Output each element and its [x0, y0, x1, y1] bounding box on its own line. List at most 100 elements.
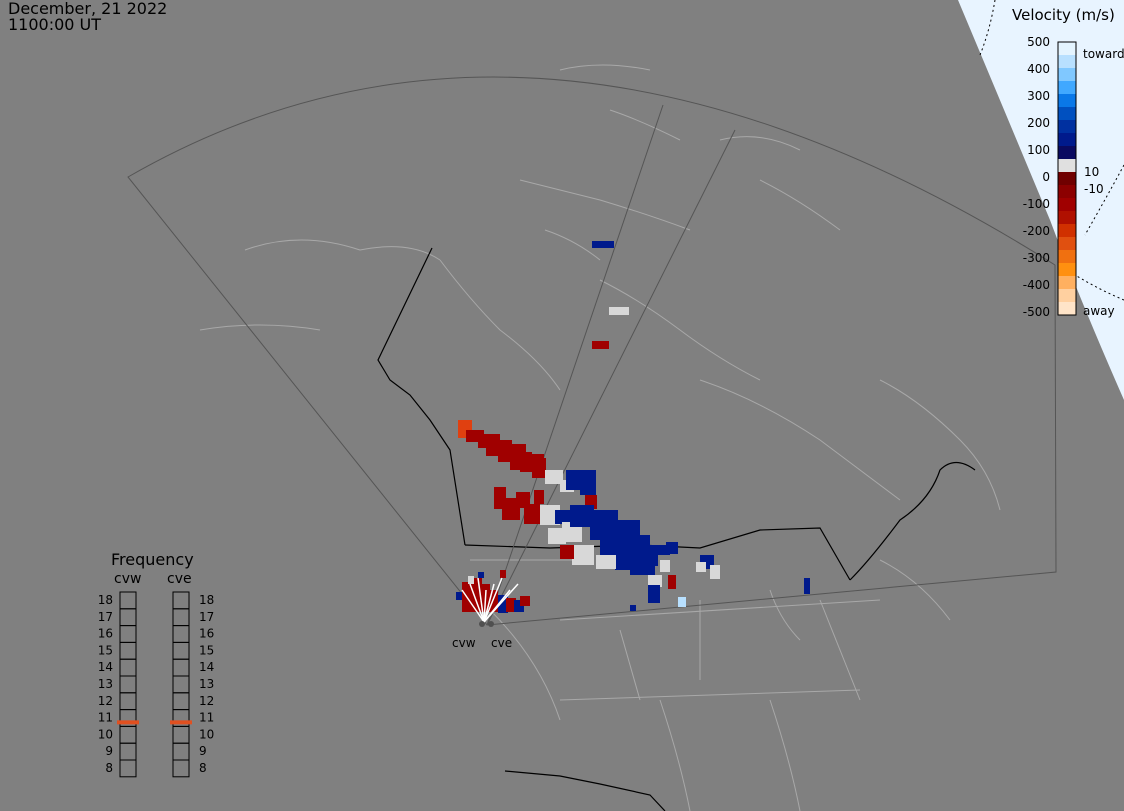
- velocity-swatch: [1058, 198, 1076, 212]
- scatter-cell: [548, 528, 566, 544]
- velocity-swatch: [1058, 250, 1076, 264]
- velocity-swatch: [1058, 276, 1076, 290]
- scatter-streak: [483, 583, 495, 623]
- scatter-cell: [596, 555, 616, 569]
- frequency-tick-right: 17: [199, 610, 214, 624]
- velocity-toward-label: toward: [1083, 47, 1124, 61]
- scatter-cell: [580, 485, 596, 495]
- radar-site-cve: [488, 621, 494, 627]
- velocity-swatch: [1058, 68, 1076, 82]
- frequency-tick-left: 15: [98, 643, 113, 657]
- scatter-cell: [520, 596, 530, 606]
- frequency-marker: [170, 720, 192, 725]
- scatter-cell: [804, 578, 810, 594]
- scatter-cell: [572, 545, 594, 565]
- velocity-tick-label: -300: [1023, 251, 1050, 265]
- frequency-panel: Frequency cvw cve 18 18 17 17 16 16 15 15 14 14 13…: [98, 550, 214, 778]
- scatter-cell: [570, 505, 594, 527]
- frequency-cell: [172, 675, 190, 694]
- frequency-tick-right: 12: [199, 694, 214, 708]
- frequency-cell: [172, 725, 190, 744]
- daylight-region: [958, 0, 1124, 400]
- frequency-cell: [119, 692, 137, 711]
- velocity-swatch: [1058, 211, 1076, 225]
- frequency-cell: [119, 625, 137, 643]
- velocity-tick-label: 400: [1027, 62, 1050, 76]
- frequency-tick-left: 11: [98, 711, 113, 725]
- radar-site-cvw: [479, 621, 485, 627]
- frequency-cell: [172, 742, 190, 761]
- scatter-cell: [490, 590, 498, 612]
- frequency-cell: [119, 759, 137, 778]
- scatter-cell: [630, 605, 636, 611]
- scatter-cell: [456, 592, 462, 600]
- scatter-cell: [524, 504, 540, 524]
- frequency-tick-left: 10: [98, 727, 113, 741]
- scatter-cell: [696, 562, 706, 572]
- frequency-tick-left: 17: [98, 610, 113, 624]
- velocity-tick-label: -400: [1023, 278, 1050, 292]
- frequency-tick-left: 8: [105, 761, 113, 775]
- scatter-streak: [483, 583, 519, 623]
- frequency-tick-right: 11: [199, 711, 214, 725]
- frequency-cell: [119, 675, 137, 694]
- frequency-cell: [119, 725, 137, 744]
- scatter-cell: [560, 545, 574, 559]
- scatter-cell: [532, 458, 546, 478]
- velocity-tick-label: -100: [1023, 197, 1050, 211]
- scatter-cell: [506, 598, 516, 612]
- coastlines: [199, 64, 1001, 811]
- terminator-dotted-2: [1084, 164, 1124, 236]
- velocity-swatch: [1058, 42, 1076, 56]
- frequency-tick-right: 10: [199, 727, 214, 741]
- scatter-cell: [498, 595, 508, 613]
- time-label: 1100:00 UT: [8, 15, 102, 34]
- frequency-radar-cve: cve: [167, 571, 192, 587]
- velocity-tick-label: -500: [1023, 305, 1050, 319]
- frequency-cell: [119, 608, 137, 627]
- field-of-view: [127, 76, 1057, 626]
- velocity-swatch: [1058, 263, 1076, 277]
- velocity-swatch: [1058, 185, 1076, 199]
- frequency-tick-left: 16: [98, 627, 113, 641]
- velocity-swatches: [1058, 42, 1076, 316]
- terminator-dotted-3: [1074, 274, 1124, 301]
- scatter-cell: [502, 498, 520, 520]
- scatter-cell: [472, 578, 482, 612]
- frequency-cell: [172, 608, 190, 627]
- velocity-tick-label: 500: [1027, 35, 1050, 49]
- velocity-tick-label: 0: [1042, 170, 1050, 184]
- scatter-cell: [648, 585, 660, 603]
- scatter-cell: [534, 490, 544, 504]
- scatter-cells: [456, 241, 810, 623]
- frequency-cell: [119, 742, 137, 761]
- velocity-swatch: [1058, 159, 1076, 173]
- frequency-marker: [117, 720, 139, 725]
- scatter-cell: [478, 572, 484, 578]
- frequency-cell: [119, 641, 137, 660]
- scatter-cell: [555, 510, 573, 524]
- velocity-tick-label: 200: [1027, 116, 1050, 130]
- scatter-cell: [678, 597, 686, 607]
- frequency-cell: [172, 692, 190, 711]
- velocity-colorbar: Velocity (m/s) 500 400 300 200 100 0 -100 -200 -…: [1012, 6, 1124, 319]
- scatter-cell: [666, 542, 678, 554]
- scatter-cell: [609, 307, 629, 315]
- frequency-tick-left: 14: [98, 660, 113, 674]
- scatter-streak: [469, 583, 485, 623]
- frequency-tick-right: 15: [199, 643, 214, 657]
- velocity-swatch: [1058, 172, 1076, 186]
- frequency-tick-right: 9: [199, 744, 207, 758]
- date-label: December, 21 2022: [8, 0, 168, 18]
- velocity-swatch: [1058, 81, 1076, 95]
- radar-label-cve: cve: [491, 636, 512, 650]
- frequency-tick-left: 12: [98, 694, 113, 708]
- frequency-cell: [172, 591, 190, 610]
- frequency-tick-left: 18: [98, 593, 113, 607]
- velocity-swatch: [1058, 107, 1076, 121]
- frequency-tick-right: 8: [199, 761, 207, 775]
- frequency-tick-left: 13: [98, 677, 113, 691]
- frequency-cell: [172, 641, 190, 660]
- velocity-labels: 500 400 300 200 100 0 -100 -200 -300 -400 -500: [1023, 35, 1050, 319]
